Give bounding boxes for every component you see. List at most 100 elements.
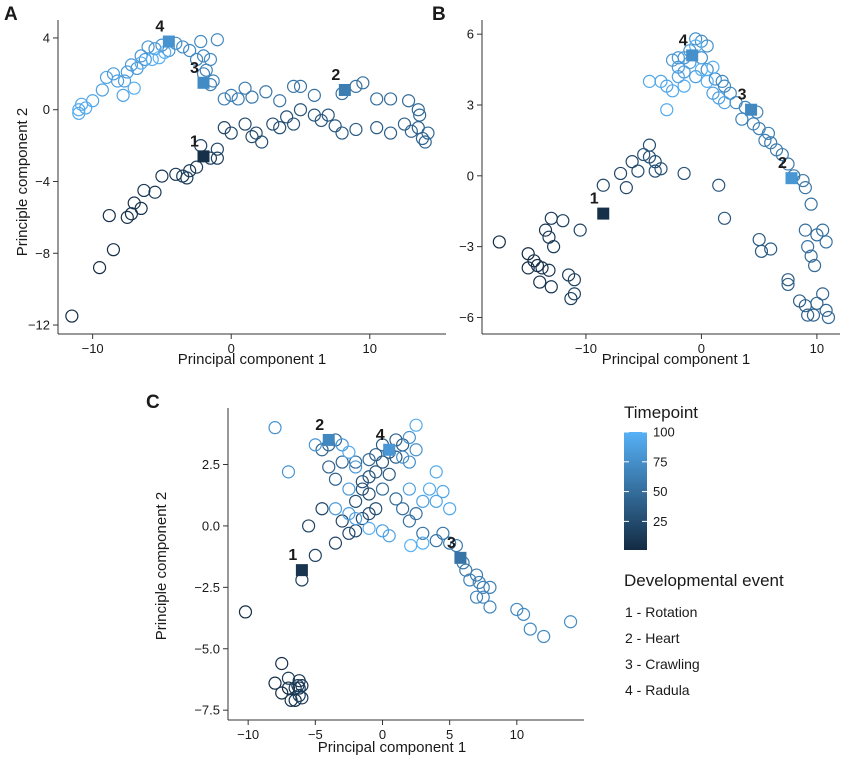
- panel-c-point: [349, 524, 363, 538]
- panel-b-point: [806, 308, 821, 322]
- panel-a-point: [148, 185, 162, 199]
- panel-b-point: [631, 164, 645, 178]
- panel-c-event-marker-3: [454, 551, 467, 564]
- panel-c-point: [389, 492, 403, 506]
- panel-c-y-tick-label: −5.0: [194, 641, 220, 656]
- panel-b-point: [596, 178, 610, 192]
- panel-a-point: [210, 33, 224, 47]
- panel-c-point: [349, 511, 363, 526]
- colorbar-tick-label: 75: [653, 454, 667, 469]
- panel-b-point: [746, 117, 760, 131]
- panel-c-event-label-3: 3: [447, 535, 456, 552]
- panel-b-point: [544, 280, 558, 294]
- panel-a-point: [176, 40, 190, 54]
- panel-b-x-tick-label: 10: [810, 341, 824, 356]
- panel-c-point: [516, 607, 531, 621]
- panel-a-point: [356, 76, 370, 90]
- panel-a-y-label: Principle component 2: [14, 108, 31, 256]
- panel-a-point: [110, 74, 125, 88]
- panel-c-y-tick-label: −2.5: [194, 580, 220, 595]
- event-legend-heart: 2 - Heart: [625, 630, 680, 646]
- panel-b-point: [781, 157, 795, 171]
- panel-a-point: [189, 52, 204, 67]
- panel-b-point: [712, 178, 726, 192]
- panel-b-point: [538, 223, 553, 237]
- panel-a-point: [210, 151, 224, 165]
- panel-b-plot: −10 0 10 −6 −3 0 3 6 1 2 3 4: [459, 20, 840, 356]
- panel-a-event-label-1: 1: [190, 133, 199, 150]
- timepoint-legend-title: Timepoint: [624, 403, 698, 422]
- panel-a-event-label-2: 2: [331, 67, 340, 84]
- panel-a-point: [189, 160, 204, 174]
- panel-c-point: [396, 502, 410, 516]
- panel-a-point: [266, 117, 280, 131]
- panel-b-point: [819, 303, 833, 317]
- panel-c-point: [409, 507, 423, 521]
- panel-a-point: [72, 106, 86, 120]
- panel-b-point: [764, 136, 778, 150]
- panel-a-y-tick-label: −8: [35, 246, 50, 261]
- panel-c-point: [369, 448, 383, 462]
- panel-a-point: [138, 52, 152, 67]
- panel-a-point: [255, 135, 269, 149]
- panel-a-plot: −10 0 10 −12 −8 −4 0 4 1 2 3 4: [28, 19, 446, 356]
- panel-b-point: [816, 223, 830, 237]
- panel-a-point: [102, 208, 116, 223]
- panel-c-point: [328, 502, 343, 516]
- panel-c-point: [402, 482, 416, 496]
- panel-b-x-tick-label: −10: [575, 341, 597, 356]
- panel-a-point: [127, 81, 141, 95]
- panel-c-point: [335, 514, 349, 528]
- panel-c-point: [328, 536, 343, 550]
- panel-a-point: [421, 126, 435, 140]
- panel-b-point: [567, 273, 581, 287]
- colorbar-tick-label: 25: [653, 514, 667, 529]
- panel-a-x-label: Principal component 1: [178, 351, 326, 368]
- panel-b-point: [677, 166, 691, 181]
- panel-a-point: [155, 169, 169, 183]
- panel-a-point: [210, 142, 224, 156]
- panel-b-point: [567, 287, 581, 301]
- panel-c-point: [349, 494, 363, 508]
- panel-b-event-marker-1: [597, 207, 610, 220]
- panel-c-event-label-4: 4: [376, 427, 385, 444]
- panel-a-point: [370, 121, 384, 135]
- panel-b-point: [694, 62, 709, 77]
- panel-a-point: [196, 49, 211, 63]
- panel-c-point: [375, 482, 390, 496]
- panel-c-point: [443, 502, 457, 516]
- panel-c-point: [308, 548, 322, 563]
- panel-a-point: [180, 171, 194, 185]
- panel-a-point: [404, 124, 418, 138]
- panel-c-point: [291, 679, 305, 693]
- panel-c-point: [463, 573, 477, 587]
- panel-b-point: [542, 263, 556, 277]
- event-legend-rotation: 1 - Rotation: [625, 604, 697, 620]
- panel-b-point: [521, 261, 535, 275]
- panel-c-x-label: Principal component 1: [318, 739, 466, 756]
- panel-b-point: [781, 273, 795, 287]
- panel-letter-b: B: [432, 4, 446, 25]
- events-legend-title: Developmental event: [624, 571, 784, 590]
- panel-a-y-tick-label: 0: [43, 102, 50, 117]
- panel-c-y-label: Principle component 2: [153, 492, 170, 640]
- colorbar-tick-label: 100: [653, 425, 675, 440]
- panel-c-point: [308, 438, 322, 452]
- panel-b-point: [804, 197, 818, 211]
- panel-b-point: [642, 74, 657, 88]
- panel-a-point: [286, 117, 301, 131]
- panel-a-point: [280, 110, 294, 124]
- panel-b-point: [717, 96, 732, 110]
- panel-a-point: [321, 108, 335, 122]
- panel-c-point: [389, 450, 403, 464]
- panel-c-point: [389, 433, 403, 447]
- panel-a-point: [245, 90, 259, 104]
- event-legend-crawling: 3 - Crawling: [625, 656, 700, 672]
- panel-b-point: [807, 258, 822, 273]
- panel-c-point: [429, 494, 443, 508]
- panel-a-point: [106, 243, 121, 257]
- panel-b-point: [821, 310, 836, 325]
- panel-b-point: [564, 291, 578, 306]
- panel-c-point: [429, 534, 443, 548]
